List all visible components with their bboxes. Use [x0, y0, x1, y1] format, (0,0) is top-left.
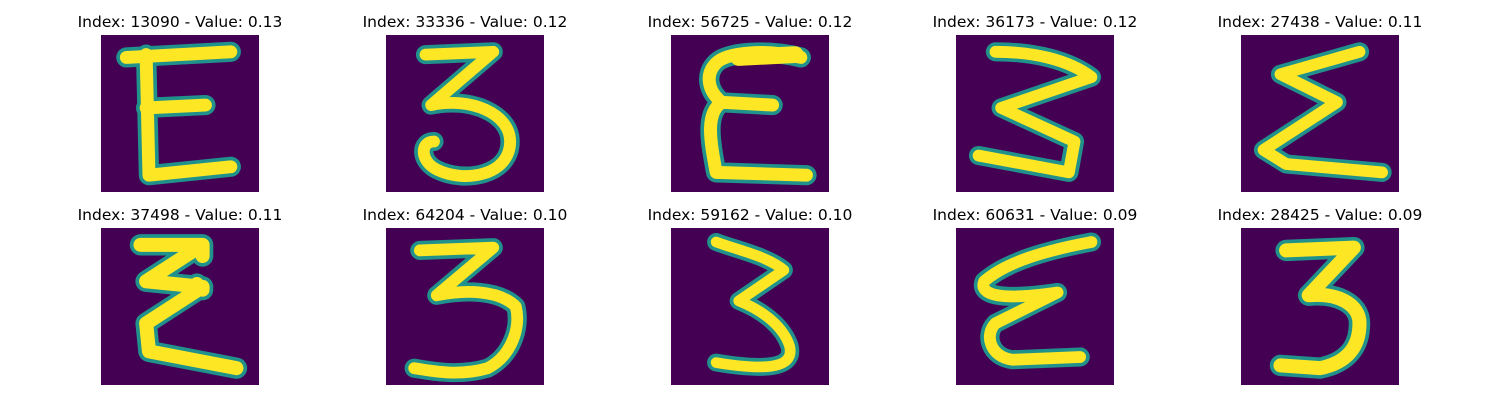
character-stroke — [129, 234, 248, 379]
character-stroke — [414, 42, 520, 186]
character-stroke — [1253, 42, 1392, 182]
character-stroke — [699, 42, 817, 186]
panel-title: Index: 27438 - Value: 0.11 — [1217, 13, 1423, 31]
character-image — [101, 228, 259, 385]
panel-title: Index: 13090 - Value: 0.13 — [77, 13, 283, 31]
panel-title: Index: 56725 - Value: 0.12 — [647, 13, 853, 31]
character-image — [671, 35, 829, 192]
character-image — [101, 35, 259, 192]
panel-title: Index: 33336 - Value: 0.12 — [362, 13, 568, 31]
panel-title: Index: 64204 - Value: 0.10 — [362, 206, 568, 224]
character-image — [1241, 35, 1399, 192]
character-image — [956, 228, 1114, 385]
character-stroke — [1269, 236, 1371, 379]
panel-title: Index: 59162 - Value: 0.10 — [647, 206, 853, 224]
character-stroke — [968, 42, 1102, 182]
character-image — [671, 228, 829, 385]
character-stroke — [973, 232, 1102, 370]
panel-title: Index: 36173 - Value: 0.12 — [932, 13, 1138, 31]
character-stroke — [116, 41, 241, 186]
character-image — [956, 35, 1114, 192]
character-image — [1241, 228, 1399, 385]
character-image — [386, 35, 544, 192]
panel-title: Index: 60631 - Value: 0.09 — [932, 206, 1138, 224]
character-image — [386, 228, 544, 385]
panel-title: Index: 28425 - Value: 0.09 — [1217, 206, 1423, 224]
character-stroke — [404, 238, 527, 383]
panel-title: Index: 37498 - Value: 0.11 — [77, 206, 283, 224]
character-stroke — [707, 233, 800, 376]
